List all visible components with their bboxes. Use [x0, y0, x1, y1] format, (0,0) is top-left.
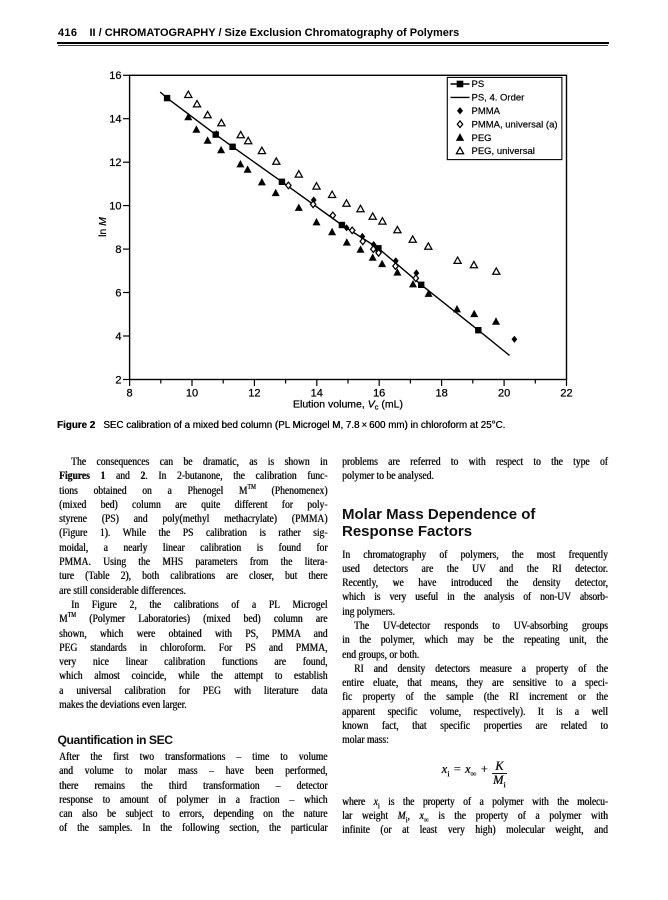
svg-text:10: 10: [186, 388, 198, 400]
svg-text:2: 2: [115, 374, 121, 386]
svg-text:PMMA, universal (a): PMMA, universal (a): [472, 119, 558, 130]
svg-text:PEG, universal: PEG, universal: [472, 146, 535, 157]
svg-text:12: 12: [109, 157, 121, 169]
svg-text:14: 14: [109, 114, 121, 126]
svg-text:ln M: ln M: [97, 217, 109, 237]
svg-text:10: 10: [109, 201, 121, 213]
svg-text:22: 22: [560, 388, 572, 400]
svg-text:8: 8: [115, 244, 121, 256]
svg-text:12: 12: [248, 388, 260, 400]
svg-text:16: 16: [373, 388, 385, 400]
svg-text:PEG: PEG: [472, 133, 492, 144]
svg-text:14: 14: [311, 388, 323, 400]
svg-text:PMMA: PMMA: [472, 106, 501, 117]
svg-text:18: 18: [435, 388, 447, 400]
svg-text:8: 8: [127, 388, 133, 400]
svg-text:20: 20: [498, 388, 510, 400]
svg-text:4: 4: [115, 331, 121, 343]
svg-text:PS: PS: [472, 79, 485, 90]
svg-text:PS, 4. Order: PS, 4. Order: [472, 93, 525, 104]
svg-text:16: 16: [109, 70, 121, 82]
svg-text:6: 6: [115, 287, 121, 299]
svg-text:Elution volume, Vc (mL): Elution volume, Vc (mL): [293, 399, 403, 412]
